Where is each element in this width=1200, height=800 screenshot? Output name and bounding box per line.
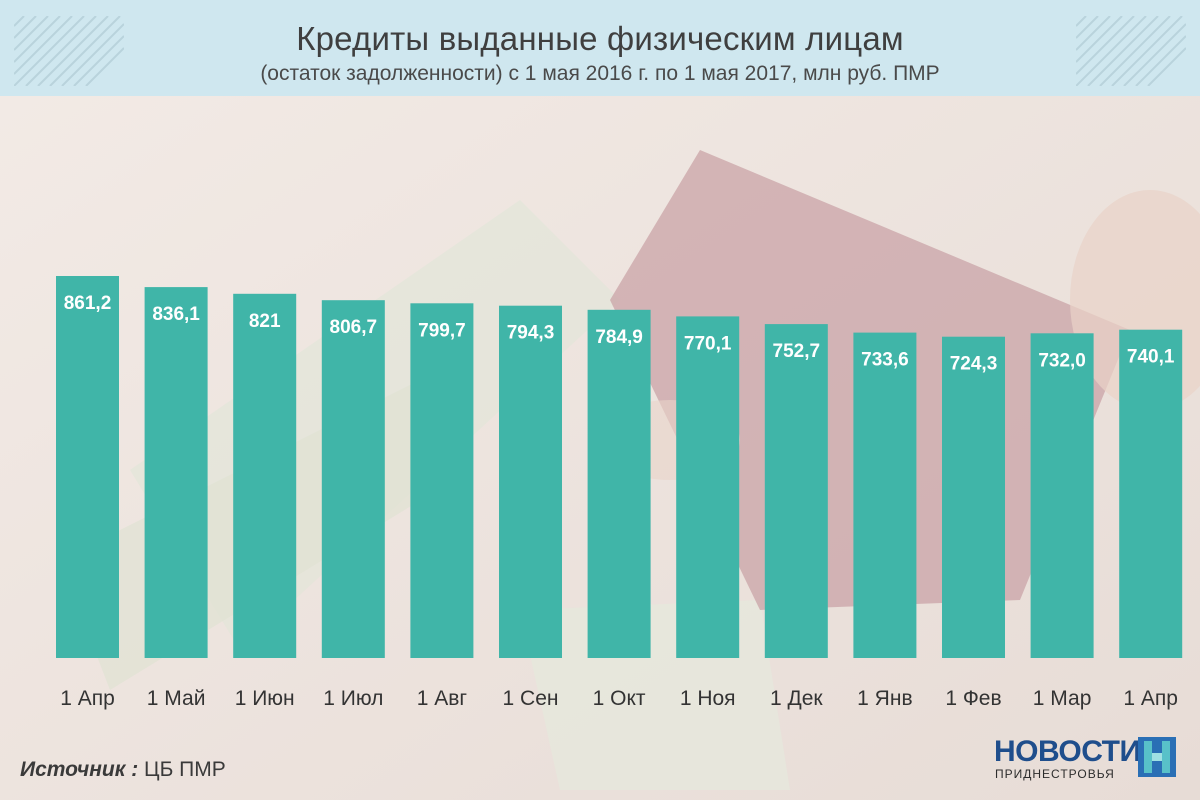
category-label-11: 1 Мар — [1033, 687, 1092, 710]
bar-9 — [853, 332, 917, 658]
bar-6 — [587, 309, 651, 658]
header-banner: Кредиты выданные физическим лицам (остат… — [0, 0, 1200, 96]
bar-value-label-6: 784,9 — [595, 327, 643, 348]
category-label-3: 1 Июл — [323, 687, 383, 710]
category-label-4: 1 Авг — [417, 687, 468, 710]
bar-value-label-8: 752,7 — [773, 341, 821, 362]
bar-11 — [1030, 333, 1094, 658]
category-label-5: 1 Сен — [503, 687, 559, 710]
bar-value-label-4: 799,7 — [418, 320, 466, 341]
bar-value-label-2: 821 — [249, 311, 281, 332]
logo-sub-text: ПРИДНЕСТРОВЬЯ — [995, 767, 1115, 781]
logo-square-icon — [1138, 737, 1176, 777]
category-label-1: 1 Май — [147, 687, 206, 710]
logo-main-text: НОВОСТИ — [994, 735, 1141, 768]
category-label-0: 1 Апр — [60, 687, 115, 710]
bar-value-label-11: 732,0 — [1038, 350, 1086, 371]
decorative-stripes-left — [14, 16, 124, 86]
news-logo: НОВОСТИ ПРИДНЕСТРОВЬЯ — [994, 735, 1184, 785]
bar-10 — [942, 336, 1005, 658]
category-label-6: 1 Окт — [593, 687, 646, 710]
bar-5 — [499, 305, 562, 658]
category-label-7: 1 Ноя — [680, 687, 736, 710]
bar-8 — [764, 324, 828, 658]
bar-value-label-0: 861,2 — [64, 293, 112, 314]
bar-value-label-10: 724,3 — [950, 354, 998, 375]
bar-value-label-12: 740,1 — [1127, 347, 1175, 368]
bar-2 — [233, 293, 297, 658]
bar-7 — [676, 316, 740, 658]
bar-value-label-1: 836,1 — [152, 304, 200, 325]
source-note: Источник : ЦБ ПМР — [20, 758, 226, 782]
source-label: Источник : — [20, 758, 139, 781]
bar-0 — [56, 276, 119, 658]
chart-title: Кредиты выданные физическим лицам — [296, 20, 904, 57]
bar-value-label-5: 794,3 — [507, 323, 555, 344]
bar-value-label-3: 806,7 — [330, 317, 378, 338]
bar-value-label-7: 770,1 — [684, 333, 732, 354]
category-label-2: 1 Июн — [235, 687, 295, 710]
category-label-12: 1 Апр — [1123, 687, 1178, 710]
bar-4 — [410, 303, 474, 658]
source-value: ЦБ ПМР — [144, 758, 226, 781]
category-label-9: 1 Янв — [857, 687, 912, 710]
decorative-stripes-right — [1076, 16, 1186, 86]
category-label-10: 1 Фев — [945, 687, 1001, 710]
bar-1 — [144, 287, 208, 658]
chart-subtitle: (остаток задолженности) с 1 мая 2016 г. … — [260, 62, 940, 85]
category-label-8: 1 Дек — [770, 687, 823, 710]
bar-12 — [1119, 329, 1183, 658]
bar-3 — [321, 300, 385, 658]
bar-value-label-9: 733,6 — [861, 350, 909, 371]
